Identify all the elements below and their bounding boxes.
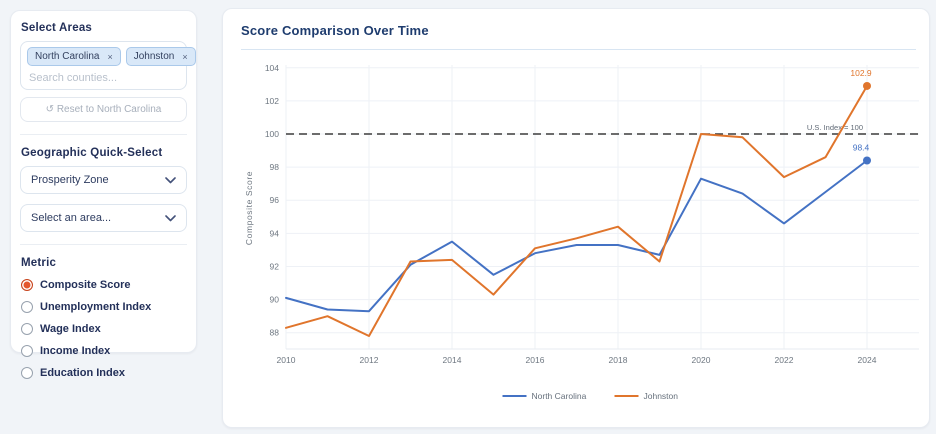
metric-option-composite-score[interactable]: Composite Score xyxy=(21,279,186,291)
reference-line: U.S. Index = 100 xyxy=(286,123,919,135)
svg-text:2018: 2018 xyxy=(609,355,628,365)
chart-legend: North Carolina Johnston xyxy=(502,391,679,401)
svg-text:98: 98 xyxy=(270,162,280,172)
metric-option-label: Education Index xyxy=(40,367,125,379)
svg-text:2024: 2024 xyxy=(858,355,877,365)
reset-button[interactable]: ↺ Reset to North Carolina xyxy=(20,97,187,122)
remove-tag-icon[interactable]: × xyxy=(107,51,113,62)
remove-tag-icon[interactable]: × xyxy=(182,51,188,62)
metric-option-label: Unemployment Index xyxy=(40,301,152,313)
selected-area-tags: North Carolina × Johnston × xyxy=(27,47,196,66)
score-chart: U.S. Index = 100 88 90 92 94 96 98 100 102 104 201… xyxy=(244,63,919,401)
svg-text:102: 102 xyxy=(265,96,279,106)
metric-option-wage-index[interactable]: Wage Index xyxy=(21,323,186,335)
chart-card: Score Comparison Over Time U.S. Index = … xyxy=(222,8,930,428)
series-north-carolina: 98.4 xyxy=(285,142,871,313)
quick-select-heading: Geographic Quick-Select xyxy=(21,147,163,159)
y-axis-ticks: 88 90 92 94 96 98 100 102 104 xyxy=(265,63,279,338)
end-value-label: 102.9 xyxy=(850,68,872,78)
end-value-label: 98.4 xyxy=(853,142,870,152)
reference-line-label: U.S. Index = 100 xyxy=(807,123,863,132)
svg-text:104: 104 xyxy=(265,63,279,73)
radio-icon[interactable] xyxy=(21,345,33,357)
metric-option-label: Composite Score xyxy=(40,279,131,291)
svg-text:2020: 2020 xyxy=(692,355,711,365)
grid xyxy=(285,65,919,350)
chart-title: Score Comparison Over Time xyxy=(241,23,429,38)
area-tag-north-carolina[interactable]: North Carolina × xyxy=(27,47,121,66)
svg-text:92: 92 xyxy=(270,261,280,271)
zone-type-select-value: Prosperity Zone xyxy=(31,174,109,186)
divider xyxy=(20,134,187,135)
radio-icon[interactable] xyxy=(21,279,33,291)
filters-sidebar: Select Areas North Carolina × Johnston ×… xyxy=(10,10,197,379)
chevron-down-icon xyxy=(165,176,176,183)
metric-option-education-index[interactable]: Education Index xyxy=(21,367,186,379)
metric-option-income-index[interactable]: Income Index xyxy=(21,345,186,357)
svg-text:Johnston: Johnston xyxy=(644,391,679,401)
reset-icon: ↺ xyxy=(45,104,55,115)
y-axis-title: Composite Score xyxy=(244,171,254,245)
metric-option-label: Income Index xyxy=(40,345,111,357)
svg-text:100: 100 xyxy=(265,129,279,139)
radio-icon[interactable] xyxy=(21,323,33,335)
chart-title-bar: Score Comparison Over Time xyxy=(241,9,916,50)
svg-text:North Carolina: North Carolina xyxy=(532,391,587,401)
series-johnston: 102.9 xyxy=(285,68,872,337)
chevron-down-icon xyxy=(165,214,176,221)
svg-text:90: 90 xyxy=(270,295,280,305)
svg-text:96: 96 xyxy=(270,195,280,205)
search-counties-input[interactable] xyxy=(27,66,180,88)
select-areas-heading: Select Areas xyxy=(21,22,93,34)
svg-text:2016: 2016 xyxy=(526,355,545,365)
metric-heading: Metric xyxy=(21,257,57,269)
zone-type-select[interactable]: Prosperity Zone xyxy=(20,166,187,194)
svg-text:2010: 2010 xyxy=(277,355,296,365)
radio-icon[interactable] xyxy=(21,301,33,313)
svg-text:88: 88 xyxy=(270,328,280,338)
area-multiselect[interactable]: North Carolina × Johnston × xyxy=(20,41,196,90)
area-tag-johnston[interactable]: Johnston × xyxy=(125,47,196,66)
area-select[interactable]: Select an area... xyxy=(20,204,187,232)
end-marker xyxy=(863,156,871,165)
metric-option-unemployment-index[interactable]: Unemployment Index xyxy=(21,301,186,313)
svg-text:2014: 2014 xyxy=(443,355,462,365)
divider xyxy=(20,244,187,245)
area-tag-label: Johnston xyxy=(133,51,175,62)
svg-text:94: 94 xyxy=(270,228,280,238)
metric-option-label: Wage Index xyxy=(40,323,101,335)
radio-icon[interactable] xyxy=(21,367,33,379)
end-marker xyxy=(863,81,871,90)
area-select-value: Select an area... xyxy=(31,212,112,224)
area-tag-label: North Carolina xyxy=(35,51,100,62)
x-axis-ticks: 2010 2012 2014 2016 2018 2020 2022 2024 xyxy=(277,355,877,365)
svg-text:2022: 2022 xyxy=(775,355,794,365)
reset-button-label: Reset to North Carolina xyxy=(56,104,162,115)
svg-text:2012: 2012 xyxy=(360,355,379,365)
